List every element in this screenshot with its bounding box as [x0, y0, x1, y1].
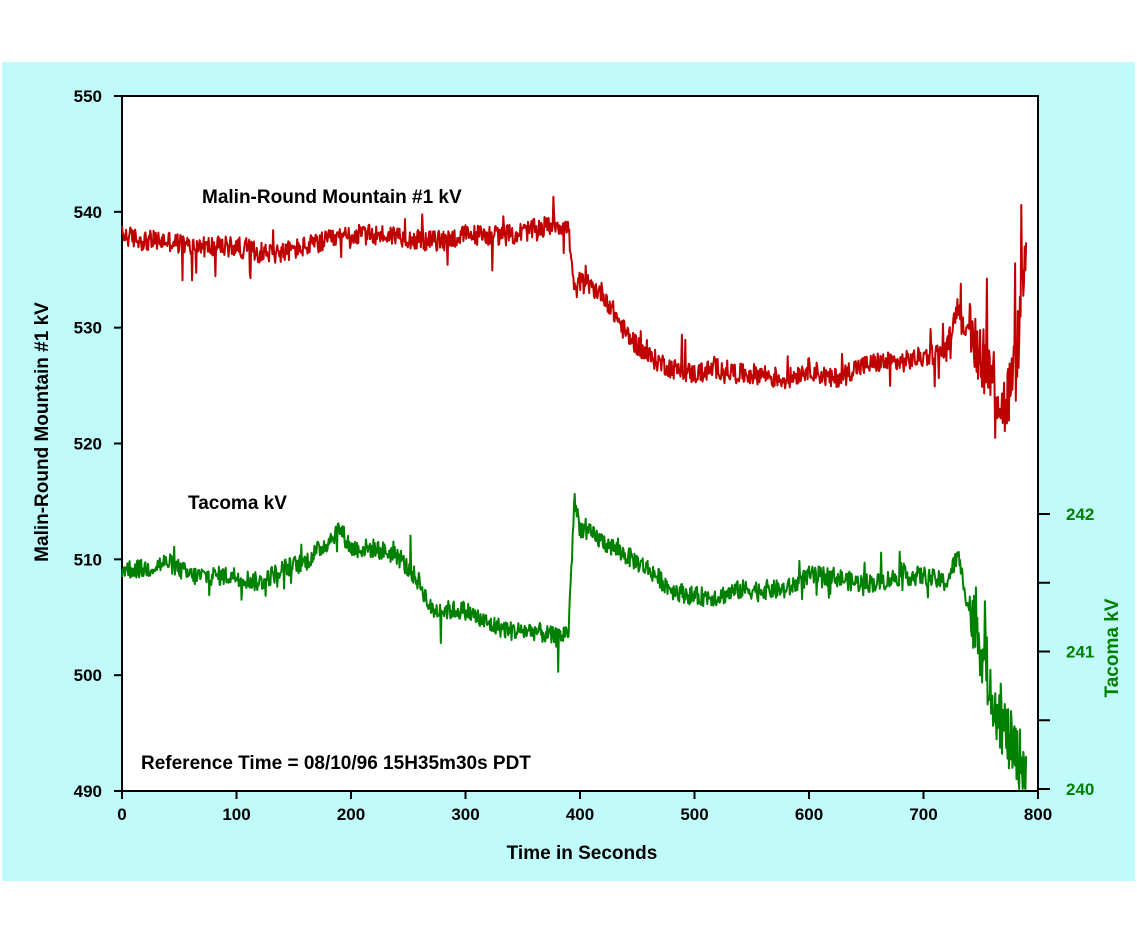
x-tick-label: 100: [222, 805, 250, 824]
x-tick-label: 400: [566, 805, 594, 824]
y-tick-label: 550: [74, 87, 102, 106]
y-tick-label: 500: [74, 666, 102, 685]
x-tick-label: 800: [1024, 805, 1052, 824]
x-tick-label: 600: [795, 805, 823, 824]
y-tick-label: 540: [74, 203, 102, 222]
axis-layer: 0 100 200 300 400 500 600 700 800 490 500 510 520 530…: [74, 87, 1095, 824]
x-tick-label: 300: [451, 805, 479, 824]
y-tick-label: 530: [74, 319, 102, 338]
y-tick-label: 490: [74, 782, 102, 801]
y-tick-label: 520: [74, 435, 102, 454]
series-line-malin: [121, 195, 1028, 439]
x-tick-label: 500: [680, 805, 708, 824]
y2-tick-label: 240: [1066, 780, 1094, 799]
y-axis-title: Malin-Round Mountain #1 kV: [32, 302, 53, 562]
series-label-tacoma: Tacoma kV: [188, 493, 287, 514]
x-axis-title: Time in Seconds: [507, 843, 658, 864]
y2-tick-label: 242: [1066, 505, 1094, 524]
x-tick-label: 200: [337, 805, 365, 824]
x-tick-label: 700: [909, 805, 937, 824]
series-label-malin: Malin-Round Mountain #1 kV: [202, 187, 462, 208]
series-layer: [121, 195, 1028, 790]
y2-tick-label: 241: [1066, 643, 1094, 662]
y2-axis-title: Tacoma kV: [1102, 598, 1123, 697]
plot-area: [121, 95, 1039, 792]
reference-time-annotation: Reference Time = 08/10/96 15H35m30s PDT: [141, 753, 531, 774]
y-tick-label: 510: [74, 550, 102, 569]
series-line-tacoma: [121, 492, 1028, 790]
x-tick-label: 0: [117, 805, 126, 824]
